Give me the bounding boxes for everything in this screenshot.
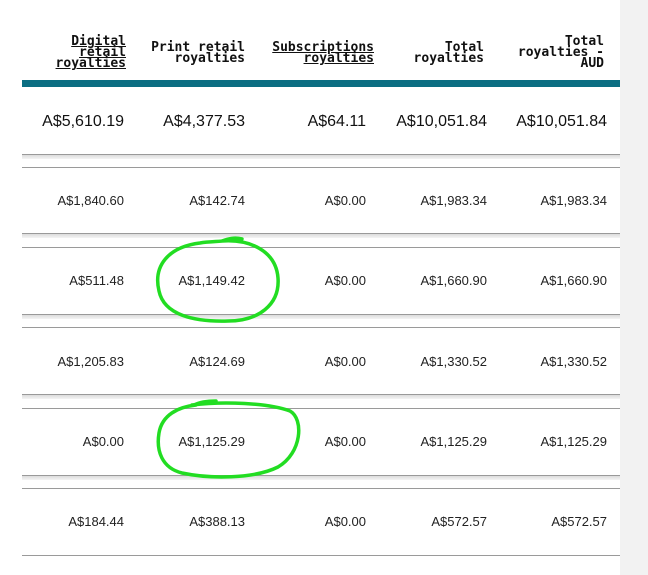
row-divider bbox=[22, 408, 620, 409]
cell-total-royalties-aud: A$1,660.90 bbox=[540, 273, 607, 288]
cell-print-retail: A$124.69 bbox=[189, 354, 245, 369]
header-label-line: Total bbox=[444, 40, 484, 55]
cell-print-retail: A$142.74 bbox=[189, 193, 245, 208]
cell-digital-retail: A$1,840.60 bbox=[57, 193, 124, 208]
row-divider bbox=[22, 167, 620, 168]
header-label-line: Digital bbox=[71, 34, 126, 49]
row-divider bbox=[22, 314, 620, 315]
royalties-table: Digital retail royalties Print retail ro… bbox=[0, 0, 620, 556]
header-label-line: retail bbox=[79, 45, 126, 60]
cell-total-royalties-aud: A$1,330.52 bbox=[540, 354, 607, 369]
row-divider-shadow bbox=[22, 395, 620, 399]
table-row: A$184.44 A$388.13 A$0.00 A$572.57 A$572.… bbox=[22, 514, 620, 534]
cell-digital-retail: A$1,205.83 bbox=[57, 354, 124, 369]
cell-total-royalties-aud: A$1,125.29 bbox=[540, 434, 607, 449]
table-row: A$1,840.60 A$142.74 A$0.00 A$1,983.34 A$… bbox=[22, 193, 620, 213]
table-row: A$1,205.83 A$124.69 A$0.00 A$1,330.52 A$… bbox=[22, 354, 620, 374]
row-divider bbox=[22, 233, 620, 234]
row-divider bbox=[22, 327, 620, 328]
cell-total-royalties: A$572.57 bbox=[431, 514, 487, 529]
cell-subscriptions: A$0.00 bbox=[324, 434, 366, 449]
cell-digital-retail: A$511.48 bbox=[69, 273, 124, 288]
table-header: Digital retail royalties Print retail ro… bbox=[0, 0, 620, 80]
cell-total-royalties: A$1,125.29 bbox=[420, 434, 487, 449]
header-label-line: royalties bbox=[413, 51, 484, 66]
total-royalties: A$10,051.84 bbox=[396, 113, 487, 130]
header-label-line: royalties bbox=[174, 51, 245, 66]
header-label-line: royalties bbox=[303, 51, 374, 66]
total-digital-retail: A$5,610.19 bbox=[42, 113, 124, 130]
cell-subscriptions: A$0.00 bbox=[324, 514, 366, 529]
cell-digital-retail: A$0.00 bbox=[82, 434, 124, 449]
header-label-line: AUD bbox=[580, 56, 604, 71]
cell-subscriptions: A$0.00 bbox=[324, 193, 366, 208]
table-row: A$511.48 A$1,149.42 A$0.00 A$1,660.90 A$… bbox=[22, 273, 620, 293]
header-print-retail-royalties: Print retail royalties bbox=[151, 40, 245, 66]
row-divider bbox=[22, 475, 620, 476]
header-label-line: royalties - bbox=[517, 45, 604, 60]
header-label-line: Print retail bbox=[151, 40, 245, 55]
header-digital-retail-royalties[interactable]: Digital retail royalties bbox=[55, 34, 126, 71]
header-label-line: Subscriptions bbox=[272, 40, 374, 55]
header-label-line: Total bbox=[564, 34, 604, 49]
cell-total-royalties: A$1,983.34 bbox=[420, 193, 487, 208]
row-divider bbox=[22, 488, 620, 489]
row-divider-shadow bbox=[22, 234, 620, 238]
cell-total-royalties: A$1,660.90 bbox=[420, 273, 487, 288]
totals-row: A$5,610.19 A$4,377.53 A$64.11 A$10,051.8… bbox=[22, 113, 620, 133]
cell-print-retail: A$388.13 bbox=[189, 514, 245, 529]
cell-print-retail: A$1,125.29 bbox=[178, 434, 245, 449]
cell-subscriptions: A$0.00 bbox=[324, 273, 366, 288]
header-subscriptions-royalties[interactable]: Subscriptions royalties bbox=[272, 40, 374, 66]
header-total-royalties-aud: Total royalties - AUD bbox=[517, 34, 604, 71]
row-divider bbox=[22, 154, 620, 155]
cell-print-retail: A$1,149.42 bbox=[178, 273, 245, 288]
row-divider bbox=[22, 394, 620, 395]
cell-subscriptions: A$0.00 bbox=[324, 354, 366, 369]
table-row: A$0.00 A$1,125.29 A$0.00 A$1,125.29 A$1,… bbox=[22, 434, 620, 454]
total-print-retail: A$4,377.53 bbox=[163, 113, 245, 130]
cell-total-royalties-aud: A$1,983.34 bbox=[540, 193, 607, 208]
cell-total-royalties-aud: A$572.57 bbox=[551, 514, 607, 529]
total-subscriptions: A$64.11 bbox=[307, 113, 366, 130]
cell-total-royalties: A$1,330.52 bbox=[420, 354, 487, 369]
cell-digital-retail: A$184.44 bbox=[68, 514, 124, 529]
total-royalties-aud: A$10,051.84 bbox=[516, 113, 607, 130]
row-divider-shadow bbox=[22, 155, 620, 159]
row-divider-shadow bbox=[22, 476, 620, 480]
row-divider bbox=[22, 555, 620, 556]
header-label-line: royalties bbox=[55, 56, 126, 71]
header-total-royalties: Total royalties bbox=[413, 40, 484, 66]
page-gutter bbox=[620, 0, 648, 575]
header-divider-bar bbox=[22, 80, 620, 87]
row-divider-shadow bbox=[22, 315, 620, 319]
row-divider bbox=[22, 247, 620, 248]
